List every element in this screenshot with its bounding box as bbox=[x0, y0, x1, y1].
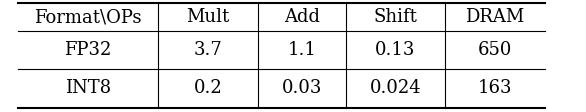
Text: 0.2: 0.2 bbox=[193, 80, 223, 97]
Text: INT8: INT8 bbox=[65, 80, 111, 97]
Text: FP32: FP32 bbox=[64, 41, 111, 59]
Text: Format\OPs: Format\OPs bbox=[34, 8, 142, 26]
Text: DRAM: DRAM bbox=[465, 8, 525, 26]
Text: 1.1: 1.1 bbox=[287, 41, 316, 59]
Text: 3.7: 3.7 bbox=[193, 41, 223, 59]
Text: 0.03: 0.03 bbox=[282, 80, 322, 97]
Text: 0.13: 0.13 bbox=[376, 41, 415, 59]
Text: Add: Add bbox=[284, 8, 320, 26]
Text: 650: 650 bbox=[478, 41, 512, 59]
Text: 0.024: 0.024 bbox=[370, 80, 421, 97]
Text: Mult: Mult bbox=[186, 8, 230, 26]
Text: 163: 163 bbox=[478, 80, 512, 97]
Text: Shift: Shift bbox=[374, 8, 417, 26]
